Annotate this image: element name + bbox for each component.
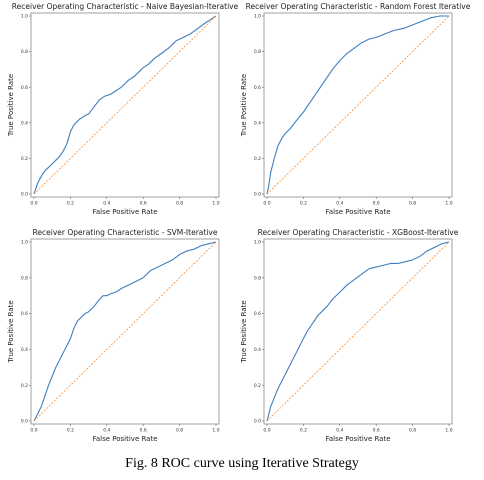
x-tick-label: 0.4 bbox=[103, 428, 110, 434]
y-tick-label: 0.0 bbox=[254, 419, 261, 425]
x-tick-label: 0.2 bbox=[300, 201, 307, 207]
chart-title: Receiver Operating Characteristic - SVM-… bbox=[33, 228, 218, 237]
x-tick-label: 0.0 bbox=[30, 201, 37, 207]
y-tick-label: 0.0 bbox=[21, 419, 28, 425]
x-tick-label: 0.6 bbox=[373, 201, 380, 207]
y-axis-label: True Positive Rate bbox=[7, 74, 15, 137]
x-axis-label: False Positive Rate bbox=[92, 208, 157, 216]
x-tick-label: 0.8 bbox=[176, 428, 183, 434]
y-tick-label: 0.4 bbox=[21, 120, 28, 126]
y-axis-label: True Positive Rate bbox=[240, 300, 248, 363]
x-tick-label: 0.6 bbox=[140, 428, 147, 434]
x-tick-label: 0.8 bbox=[409, 428, 416, 434]
x-axis-label: False Positive Rate bbox=[325, 435, 390, 443]
x-tick-label: 0.0 bbox=[263, 201, 270, 207]
y-tick-label: 0.6 bbox=[21, 85, 28, 91]
x-tick-label: 1.0 bbox=[445, 428, 452, 434]
y-tick-label: 1.0 bbox=[254, 240, 261, 246]
y-tick-label: 1.0 bbox=[21, 240, 28, 246]
y-tick-label: 0.2 bbox=[21, 383, 28, 389]
y-tick-label: 0.6 bbox=[254, 311, 261, 317]
x-tick-label: 1.0 bbox=[445, 201, 452, 207]
y-tick-label: 0.0 bbox=[254, 192, 261, 198]
roc-chart-3: Receiver Operating Characteristic - SVM-… bbox=[7, 228, 220, 443]
y-tick-label: 0.8 bbox=[254, 49, 261, 55]
plot-frame bbox=[263, 238, 453, 425]
y-axis-label: True Positive Rate bbox=[240, 74, 248, 137]
y-tick-label: 0.2 bbox=[254, 156, 261, 162]
y-tick-label: 0.0 bbox=[21, 192, 28, 198]
x-tick-label: 0.0 bbox=[30, 428, 37, 434]
y-tick-label: 0.2 bbox=[254, 383, 261, 389]
x-tick-label: 0.6 bbox=[373, 428, 380, 434]
x-tick-label: 0.2 bbox=[67, 201, 74, 207]
x-tick-label: 0.2 bbox=[300, 428, 307, 434]
y-tick-label: 0.4 bbox=[254, 347, 261, 353]
y-tick-label: 1.0 bbox=[21, 14, 28, 20]
x-tick-label: 1.0 bbox=[212, 201, 219, 207]
chance-line bbox=[266, 15, 450, 195]
x-tick-label: 0.8 bbox=[176, 201, 183, 207]
chart-title: Receiver Operating Characteristic - XGBo… bbox=[258, 228, 459, 237]
y-tick-label: 0.6 bbox=[254, 85, 261, 91]
x-tick-label: 0.6 bbox=[140, 201, 147, 207]
roc-chart-2: Receiver Operating Characteristic - Rand… bbox=[240, 2, 471, 216]
roc-curve bbox=[33, 15, 217, 195]
y-tick-label: 0.2 bbox=[21, 156, 28, 162]
plot-frame bbox=[30, 12, 220, 198]
roc-chart-4: Receiver Operating Characteristic - XGBo… bbox=[240, 228, 459, 443]
x-axis-label: False Positive Rate bbox=[325, 208, 390, 216]
chance-line bbox=[266, 241, 450, 422]
y-axis-label: True Positive Rate bbox=[7, 300, 15, 363]
roc-curve bbox=[33, 241, 217, 422]
x-tick-label: 0.4 bbox=[103, 201, 110, 207]
y-tick-label: 0.8 bbox=[21, 275, 28, 281]
chart-title: Receiver Operating Characteristic - Rand… bbox=[246, 2, 471, 11]
x-tick-label: 0.0 bbox=[263, 428, 270, 434]
roc-curve bbox=[266, 241, 450, 422]
y-tick-label: 0.8 bbox=[21, 49, 28, 55]
x-tick-label: 0.4 bbox=[336, 201, 343, 207]
y-tick-label: 1.0 bbox=[254, 14, 261, 20]
roc-figure: Receiver Operating Characteristic - Naiv… bbox=[7, 2, 471, 443]
x-tick-label: 0.2 bbox=[67, 428, 74, 434]
roc-curve bbox=[266, 15, 449, 195]
chart-title: Receiver Operating Characteristic - Naiv… bbox=[12, 2, 239, 11]
x-axis-label: False Positive Rate bbox=[92, 435, 157, 443]
y-tick-label: 0.4 bbox=[254, 120, 261, 126]
chance-line bbox=[33, 15, 217, 195]
plot-frame bbox=[263, 12, 453, 198]
chance-line bbox=[33, 241, 217, 422]
y-tick-label: 0.8 bbox=[254, 275, 261, 281]
figure-caption: Fig. 8 ROC curve using Iterative Strateg… bbox=[125, 456, 359, 471]
x-tick-label: 0.8 bbox=[409, 201, 416, 207]
x-tick-label: 1.0 bbox=[212, 428, 219, 434]
x-tick-label: 0.4 bbox=[336, 428, 343, 434]
plot-frame bbox=[30, 238, 220, 425]
y-tick-label: 0.4 bbox=[21, 347, 28, 353]
y-tick-label: 0.6 bbox=[21, 311, 28, 317]
roc-chart-1: Receiver Operating Characteristic - Naiv… bbox=[7, 2, 239, 216]
